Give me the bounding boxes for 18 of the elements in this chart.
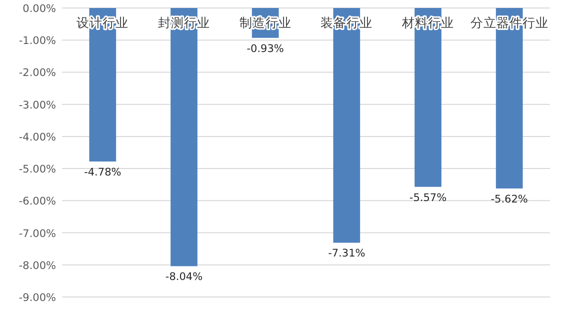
data-label: -0.93% — [246, 42, 284, 55]
data-label: -5.62% — [490, 193, 528, 206]
y-tick-label: -7.00% — [18, 228, 56, 240]
x-tick-label: 制造行业 — [239, 15, 292, 30]
y-tick-label: -3.00% — [18, 99, 56, 112]
y-tick-label: -6.00% — [18, 196, 56, 208]
y-tick-label: -2.00% — [18, 67, 56, 80]
y-tick-label: -4.00% — [18, 131, 56, 144]
x-tick-label: 分立器件行业 — [470, 15, 548, 30]
y-tick-label: -8.00% — [18, 260, 56, 272]
data-label: -5.57% — [409, 192, 447, 204]
data-label: -8.04% — [165, 271, 203, 284]
data-label: -7.31% — [328, 248, 366, 260]
y-tick-label: 0.00% — [22, 3, 56, 15]
y-tick-label: -1.00% — [18, 35, 56, 48]
y-tick-label: -5.00% — [18, 164, 56, 176]
data-label: -4.78% — [84, 166, 122, 178]
y-tick-label: -9.00% — [18, 292, 56, 304]
